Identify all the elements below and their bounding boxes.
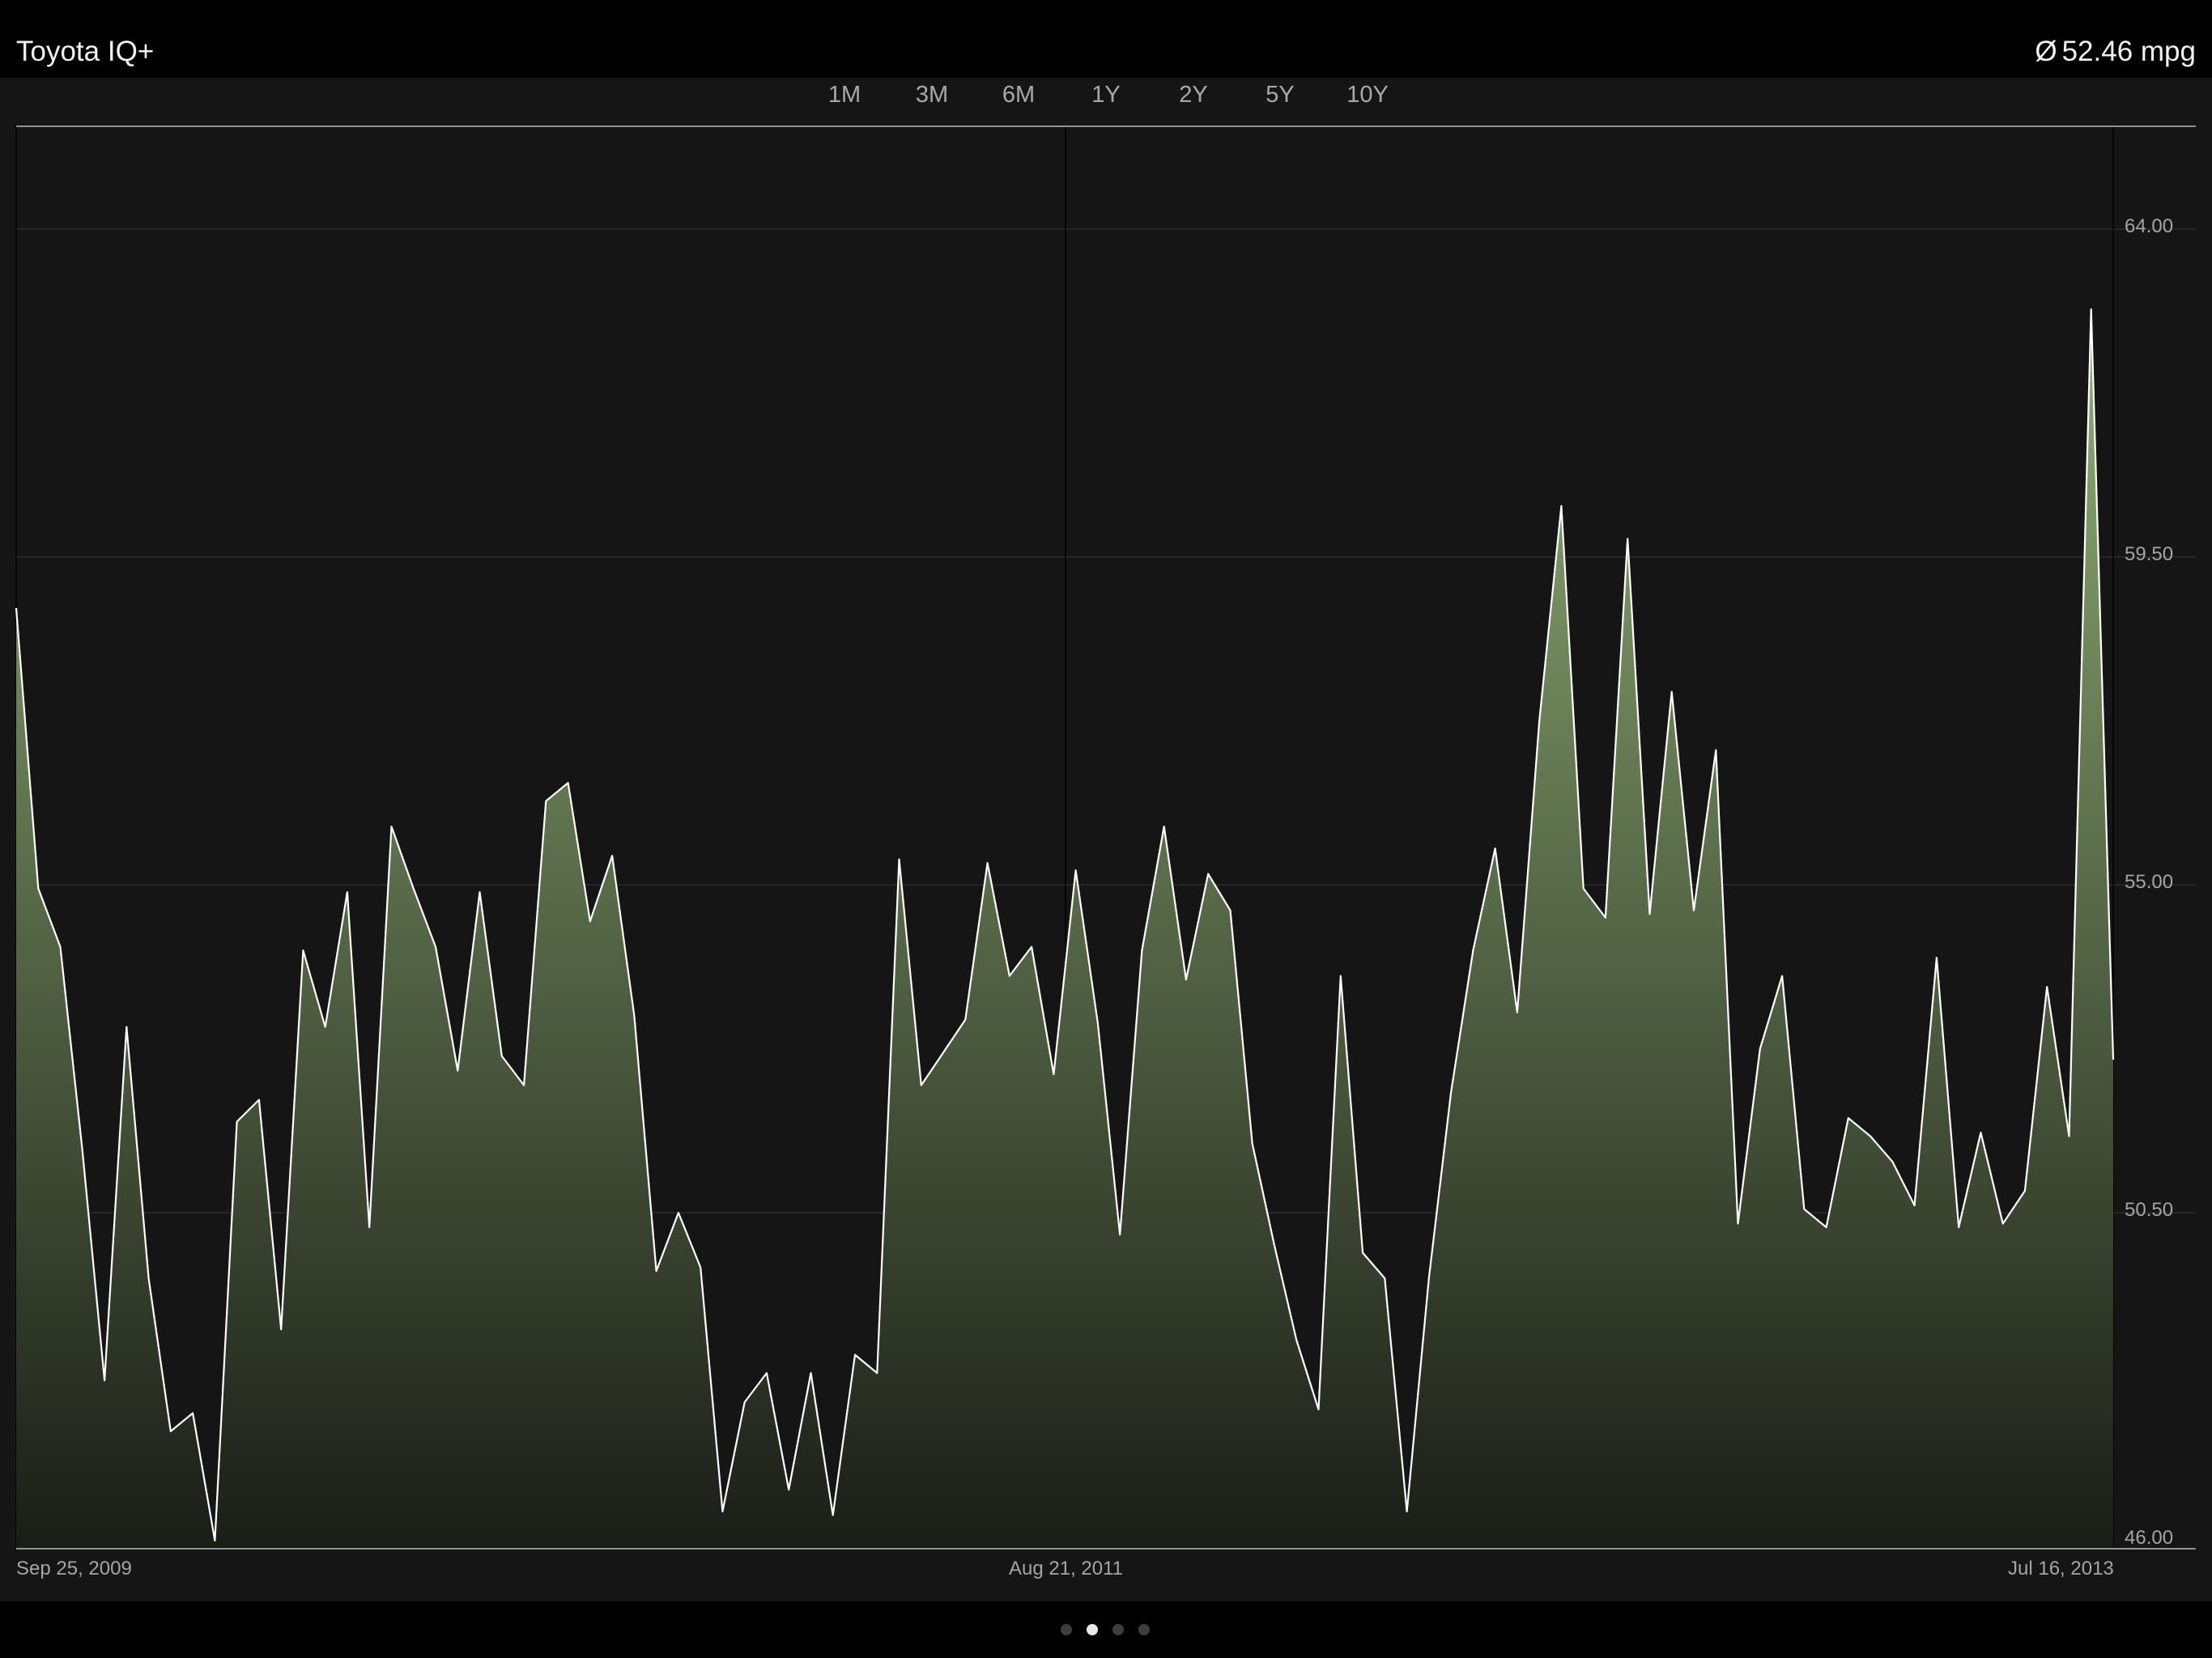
page-dot-4[interactable]: [1138, 1624, 1150, 1635]
average-icon: Ø: [2035, 36, 2057, 67]
average-value: 52.46 mpg: [2061, 36, 2196, 67]
y-tick-label-64: 64.00: [2125, 215, 2174, 237]
y-tick-label-46: 46.00: [2125, 1527, 2174, 1549]
x-tick-label-end: Jul 16, 2013: [2008, 1558, 2114, 1579]
average-consumption: Ø 52.46 mpg: [2035, 36, 2196, 68]
range-10y[interactable]: 10Y: [1346, 82, 1389, 108]
page-dot-3[interactable]: [1112, 1624, 1124, 1635]
x-tick-label-middle: Aug 21, 2011: [1009, 1558, 1124, 1579]
vehicle-title: Toyota IQ+: [16, 36, 155, 67]
y-tick-label-59-5: 59.50: [2125, 543, 2174, 565]
series-line: [15, 308, 2115, 1542]
range-3m[interactable]: 3M: [915, 82, 949, 108]
range-6m[interactable]: 6M: [1002, 82, 1036, 108]
series-area: [16, 309, 2113, 1549]
range-selector: 1M 3M 6M 1Y 2Y 5Y 10Y: [0, 82, 2212, 114]
top-bar: Toyota IQ+ Ø 52.46 mpg: [0, 0, 2212, 78]
y-tick-label-50-5: 50.50: [2125, 1199, 2174, 1221]
range-5y[interactable]: 5Y: [1266, 82, 1295, 108]
y-tick-label-55: 55.00: [2125, 871, 2174, 893]
page-dot-2[interactable]: [1087, 1624, 1098, 1635]
page-dot-1[interactable]: [1061, 1624, 1072, 1635]
range-2y[interactable]: 2Y: [1179, 82, 1208, 108]
range-1m[interactable]: 1M: [827, 82, 861, 108]
page-indicator-bar: [0, 1601, 2212, 1658]
x-tick-label-start: Sep 25, 2009: [16, 1558, 132, 1579]
range-1y[interactable]: 1Y: [1091, 82, 1121, 108]
